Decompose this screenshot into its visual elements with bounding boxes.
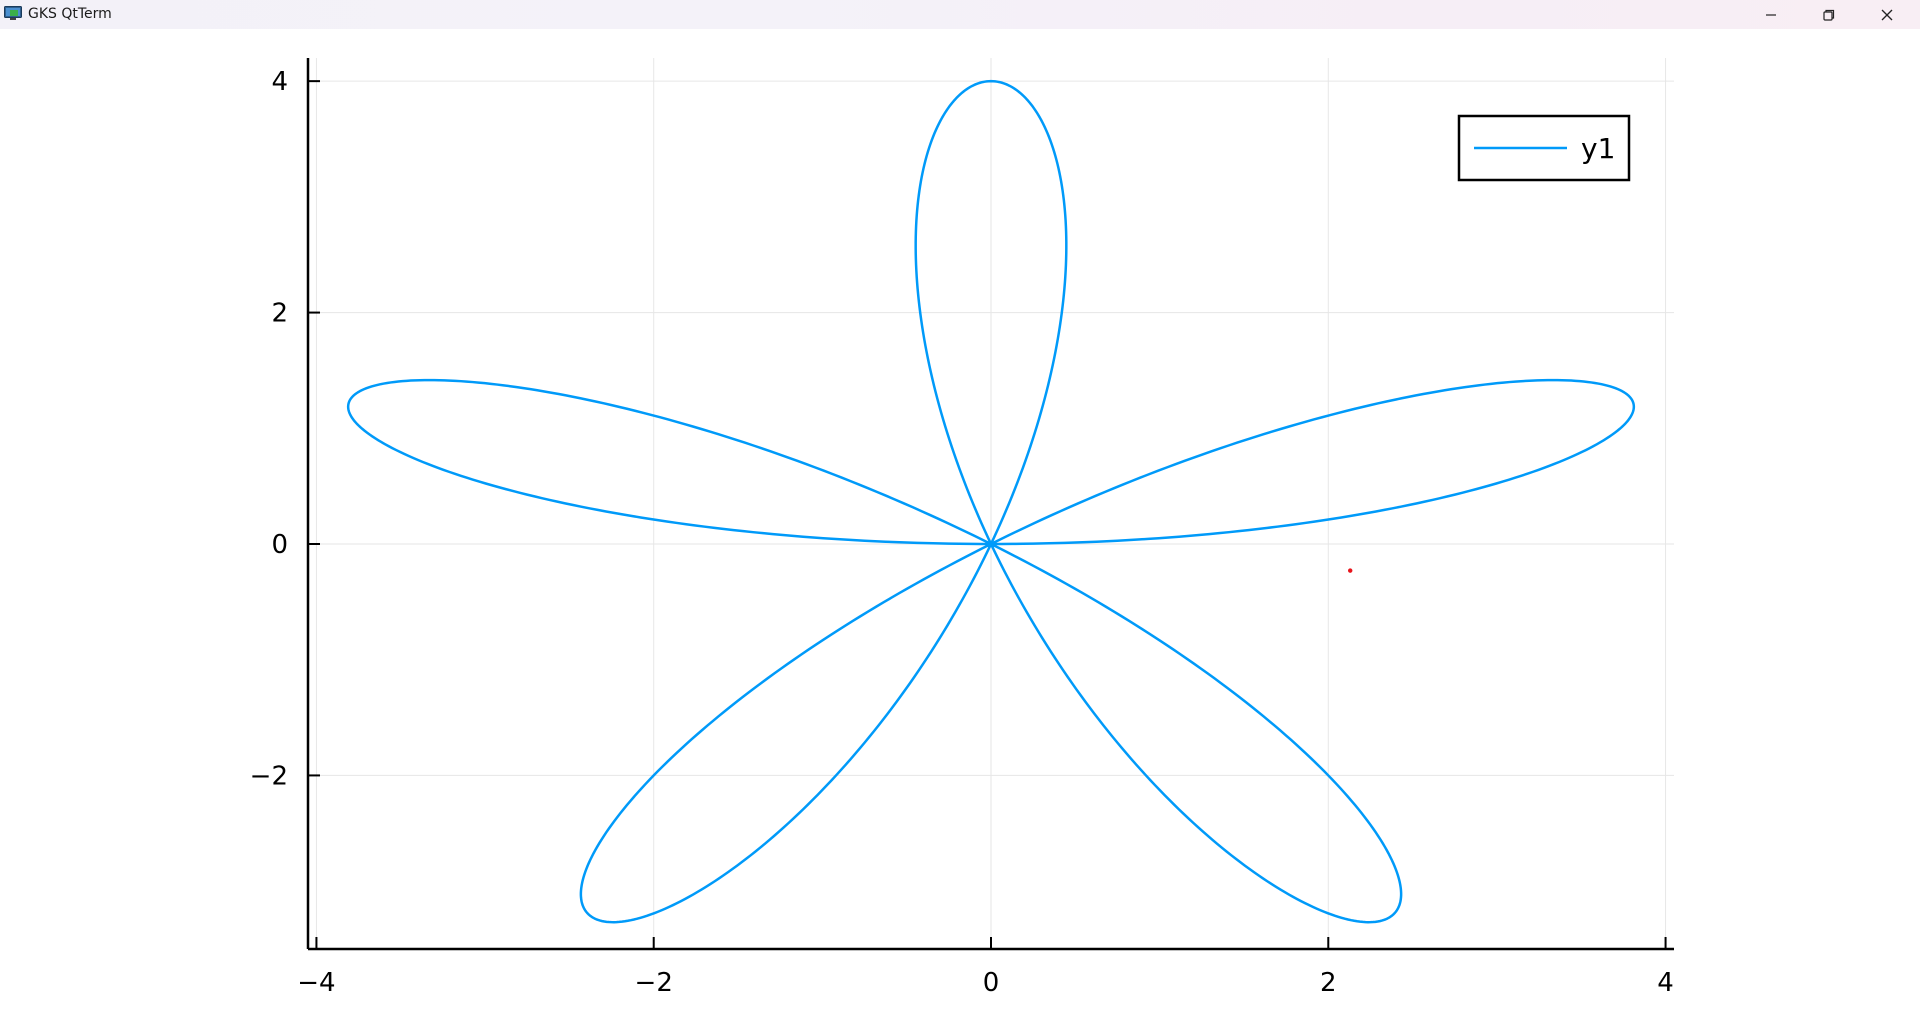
restore-button[interactable] [1800, 0, 1858, 29]
x-tick-label: 0 [983, 968, 1000, 998]
gks-monitor-icon [4, 6, 22, 20]
minimize-button[interactable] [1742, 0, 1800, 29]
annotations [1348, 568, 1353, 573]
minimize-icon [1766, 13, 1776, 16]
grid [308, 58, 1674, 949]
plot-canvas[interactable]: −4 −2 0 2 4 −2 0 2 4 y1 [0, 29, 1920, 1020]
y-tick-label: 4 [271, 67, 288, 97]
y-tick-label: 0 [271, 530, 288, 560]
x-tick-label: −2 [635, 968, 673, 998]
x-tick-label: −4 [297, 968, 335, 998]
x-tick-label: 4 [1657, 968, 1674, 998]
ticks: −4 −2 0 2 4 −2 0 2 4 [250, 67, 1674, 998]
legend-label-y1: y1 [1581, 132, 1615, 165]
series-line-y1 [346, 79, 1636, 924]
x-tick-label: 2 [1320, 968, 1337, 998]
close-icon [1881, 9, 1893, 20]
y-tick-label: 2 [271, 299, 288, 329]
title-bar[interactable]: GKS QtTerm [0, 0, 1920, 29]
close-button[interactable] [1858, 0, 1916, 29]
series [346, 79, 1636, 924]
legend: y1 [1457, 114, 1631, 182]
restore-icon [1823, 9, 1835, 21]
annotation-point [1348, 568, 1353, 573]
window-title: GKS QtTerm [28, 6, 112, 22]
y-tick-label: −2 [250, 761, 288, 791]
